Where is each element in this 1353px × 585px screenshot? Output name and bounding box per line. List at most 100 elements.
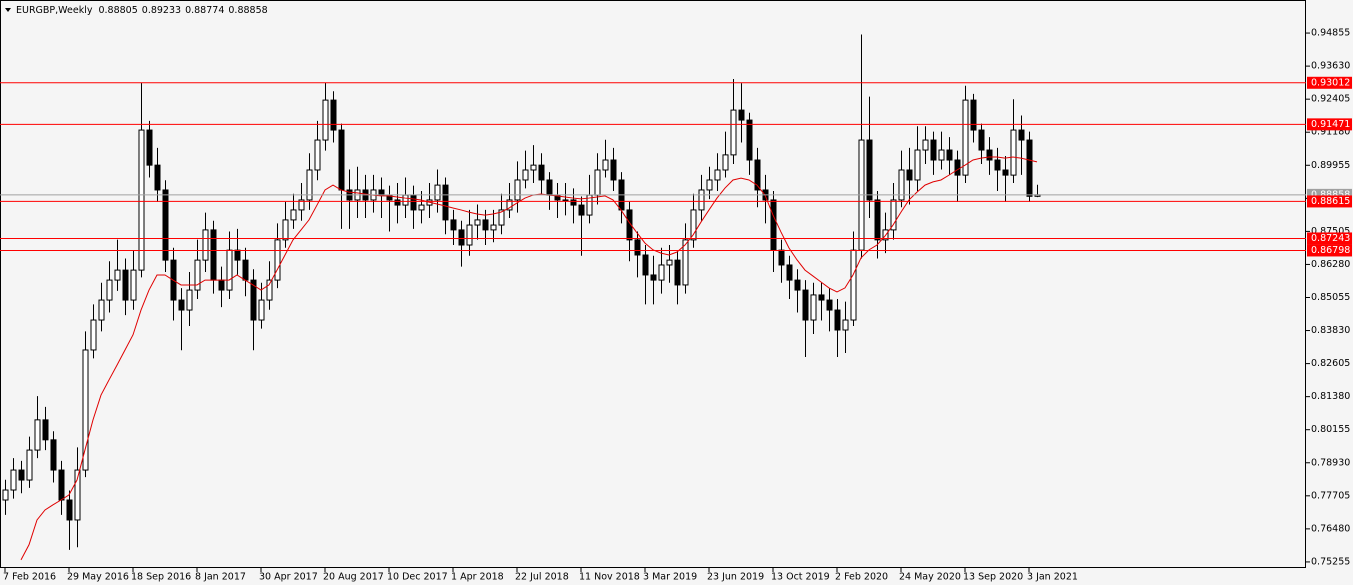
candle-body	[538, 164, 545, 181]
ohlc-high: 0.89233	[142, 5, 181, 16]
candle-body	[418, 204, 425, 211]
candle-body	[50, 439, 57, 471]
level-label-box	[1307, 232, 1352, 245]
candle-body	[194, 259, 201, 291]
candle-body	[330, 99, 337, 131]
candle-body	[866, 139, 873, 201]
level-label-box	[1307, 244, 1352, 257]
candle-body	[1026, 139, 1033, 197]
candle-body	[58, 469, 65, 501]
x-tick-label: 13 Oct 2019	[771, 572, 830, 583]
candle-body	[242, 259, 249, 281]
candle-body	[746, 119, 753, 161]
candle-body	[754, 159, 761, 191]
candle-body	[74, 469, 81, 521]
candle-body	[530, 164, 537, 171]
candle-body	[810, 294, 817, 321]
candle-body	[2, 489, 9, 501]
candle-body	[298, 199, 305, 211]
candle-body	[706, 179, 713, 191]
candle-body	[970, 99, 977, 131]
candle-body	[778, 249, 785, 266]
candle-body	[562, 199, 569, 202]
y-tick-label: 0.92405	[1311, 94, 1350, 105]
candle-body	[322, 99, 329, 141]
ohlc-close: 0.88858	[228, 5, 267, 16]
candle-body	[786, 264, 793, 281]
candle-body	[834, 309, 841, 331]
candle-body	[594, 169, 601, 196]
y-tick-label: 0.86280	[1311, 259, 1350, 270]
candle-body	[978, 129, 985, 151]
candle-body	[226, 249, 233, 291]
candle-body	[154, 164, 161, 191]
level-label: 0.88615	[1311, 196, 1350, 207]
candle-body	[106, 279, 113, 301]
candle-body	[258, 299, 265, 321]
y-tick-label: 0.94855	[1311, 28, 1350, 39]
candle-body	[890, 199, 897, 231]
candle-body	[698, 189, 705, 211]
candle-body	[98, 299, 105, 321]
candle-body	[338, 129, 345, 191]
candle-body	[730, 109, 737, 156]
candle-body	[130, 269, 137, 301]
y-tick-label: 0.83830	[1311, 325, 1350, 336]
candle-body	[18, 469, 25, 481]
candle-body	[658, 264, 665, 281]
candle-body	[266, 279, 273, 301]
candle-body	[930, 139, 937, 161]
x-tick-label: 30 Apr 2017	[259, 572, 318, 583]
candle-body	[210, 229, 217, 281]
candle-body	[954, 159, 961, 176]
candle-body	[186, 289, 193, 311]
candle-body	[90, 319, 97, 351]
candle-body	[602, 159, 609, 171]
x-tick-label: 8 Jan 2017	[195, 572, 246, 583]
candle-body	[938, 149, 945, 161]
candle-body	[498, 209, 505, 226]
candle-body	[34, 419, 41, 451]
candle-body	[218, 279, 225, 291]
candle-body	[394, 199, 401, 206]
level-label-box	[1307, 195, 1352, 208]
level-label-box	[1307, 76, 1352, 89]
y-tick-label: 0.78930	[1311, 457, 1350, 468]
candle-body	[162, 189, 169, 261]
candle-body	[922, 139, 929, 151]
candle-body	[282, 219, 289, 241]
candle-body	[546, 179, 553, 196]
y-tick-label: 0.93630	[1311, 61, 1350, 72]
candle-body	[962, 99, 969, 176]
x-tick-label: 23 Jun 2019	[707, 572, 764, 583]
x-tick-label: 2 Feb 2020	[835, 572, 888, 583]
candle-body	[722, 154, 729, 171]
candle-body	[770, 199, 777, 251]
candle-body	[826, 299, 833, 311]
candle-body	[202, 229, 209, 261]
level-label: 0.91471	[1311, 119, 1350, 130]
x-tick-label: 10 Dec 2017	[387, 572, 448, 583]
candle-body	[66, 499, 73, 521]
header: EURGBP,Weekly 0.88805 0.89233 0.88774 0.8885…	[16, 5, 268, 16]
level-label: 0.86798	[1311, 245, 1350, 256]
candle-body	[874, 199, 881, 241]
candle-body	[690, 209, 697, 241]
candle-body	[82, 349, 89, 471]
x-tick-label: 22 Jul 2018	[515, 572, 569, 583]
candle-body	[682, 239, 689, 286]
candle-body	[466, 224, 473, 246]
price-label: 0.88858	[1311, 189, 1350, 200]
candle-body	[10, 469, 17, 491]
collapse-icon[interactable]	[5, 8, 11, 12]
candle-body	[666, 259, 673, 266]
level-label: 0.87243	[1311, 233, 1350, 244]
candle-body	[802, 289, 809, 321]
x-tick-label: 1 Apr 2018	[451, 572, 504, 583]
candle-body	[122, 269, 129, 301]
y-tick-label: 0.77705	[1311, 490, 1350, 501]
x-tick-label: 11 Nov 2018	[579, 572, 640, 583]
